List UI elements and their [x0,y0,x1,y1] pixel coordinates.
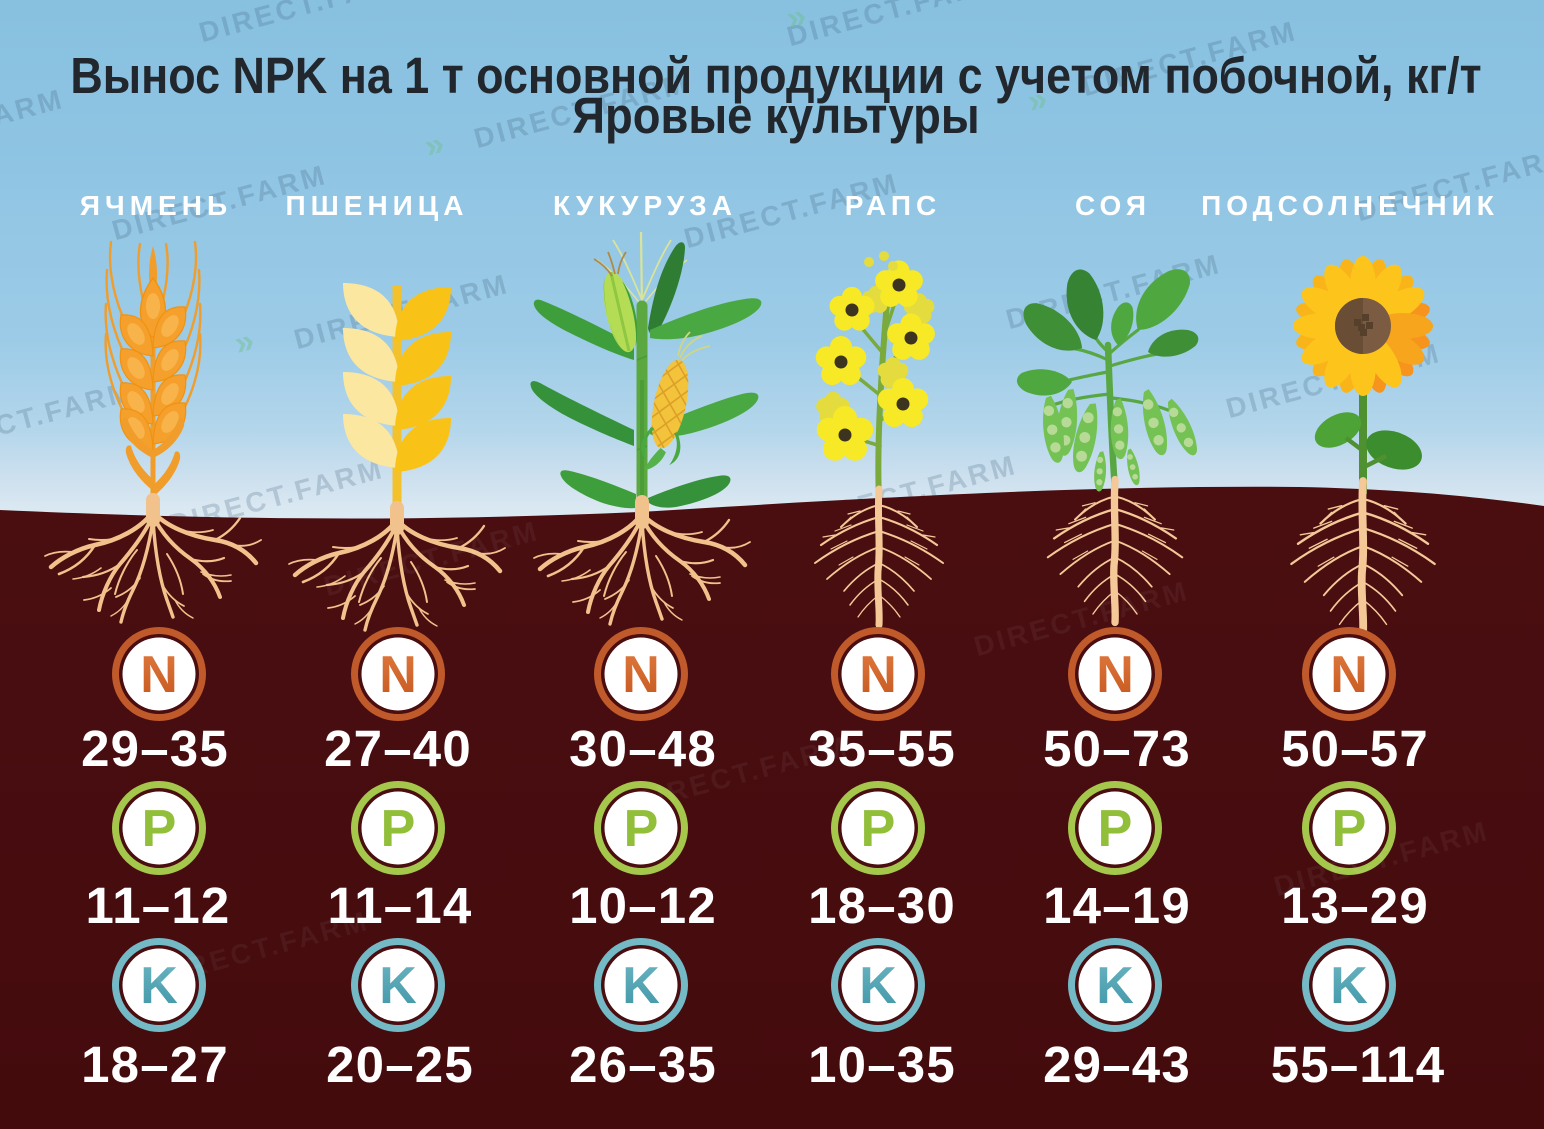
svg-text:N: N [859,646,897,704]
svg-text:P: P [1098,800,1133,858]
svg-text:N: N [379,646,417,704]
svg-text:N: N [622,646,660,704]
svg-text:K: K [1330,957,1368,1015]
svg-text:K: K [859,957,897,1015]
svg-text:P: P [1332,800,1367,858]
svg-text:K: K [140,957,178,1015]
svg-text:P: P [381,800,416,858]
svg-text:N: N [140,646,178,704]
svg-text:P: P [861,800,896,858]
svg-text:N: N [1096,646,1134,704]
svg-text:P: P [142,800,177,858]
svg-text:P: P [624,800,659,858]
svg-text:N: N [1330,646,1368,704]
svg-text:K: K [379,957,417,1015]
svg-text:K: K [622,957,660,1015]
svg-text:K: K [1096,957,1134,1015]
